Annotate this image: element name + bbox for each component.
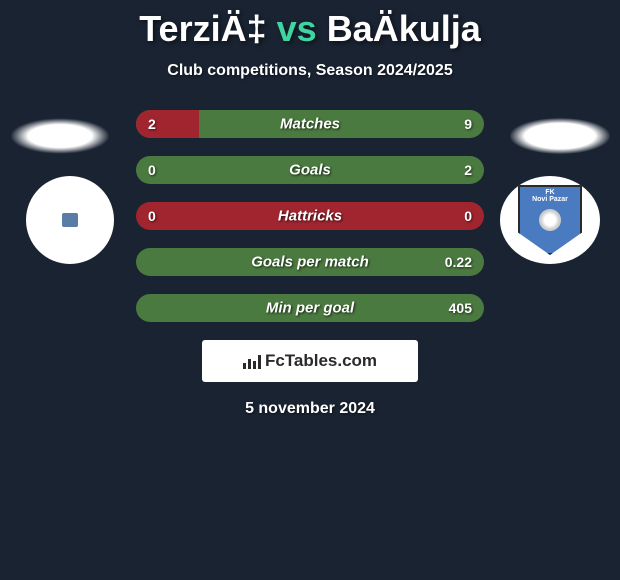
bar-icon [248,359,251,369]
stat-value-left: 2 [148,116,156,132]
stat-row: 0 Hattricks 0 [136,202,484,230]
stat-row: Min per goal 405 [136,294,484,322]
flag-right [510,118,610,154]
vs-text: vs [277,8,317,49]
shield-text-name: Novi Pazar [532,196,568,203]
stat-row: 2 Matches 9 [136,110,484,138]
bar-icon [253,361,256,369]
branding-text: FcTables.com [265,351,377,371]
stat-value-right: 405 [449,300,472,316]
stat-label: Min per goal [266,300,354,317]
stat-value-right: 0.22 [445,254,472,270]
shield-text-fk: FK [545,189,554,196]
flag-left [10,118,110,154]
subtitle: Club competitions, Season 2024/2025 [0,62,620,80]
date-text: 5 november 2024 [0,400,620,418]
stat-row: 0 Goals 2 [136,156,484,184]
branding-box[interactable]: FcTables.com [202,340,418,382]
club-badge-left [26,176,114,264]
shield-bottom [518,205,582,255]
stat-label: Goals per match [251,254,369,271]
player2-name: BaÄkulja [327,8,481,49]
stat-fill-left [136,110,199,138]
bar-icon [243,363,246,369]
bar-icon [258,355,261,369]
stat-label: Goals [289,162,331,179]
badge-left-icon [62,213,78,227]
stat-value-left: 0 [148,208,156,224]
ball-icon [539,209,561,231]
shield-top: FK Novi Pazar [518,185,582,205]
stat-value-left: 0 [148,162,156,178]
club-badge-right: FK Novi Pazar [500,176,600,264]
stat-row: Goals per match 0.22 [136,248,484,276]
shield-icon: FK Novi Pazar [518,185,582,255]
stat-value-right: 9 [464,116,472,132]
player1-name: TerziÄ‡ [139,8,266,49]
stat-label: Hattricks [278,208,342,225]
stat-label: Matches [280,116,340,133]
stat-value-right: 2 [464,162,472,178]
stats-container: 2 Matches 9 0 Goals 2 0 Hattricks 0 Goals per mat… [136,110,484,322]
page-title: TerziÄ‡ vs BaÄkulja [0,0,620,50]
chart-icon [243,353,261,369]
stat-value-right: 0 [464,208,472,224]
